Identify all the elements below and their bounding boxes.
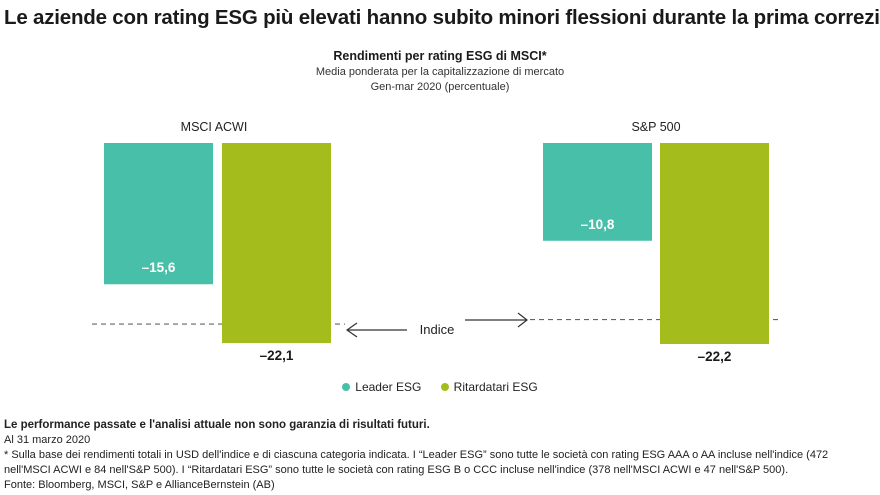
legend-item-laggard: Ritardatari ESG — [440, 380, 538, 394]
legend-swatch-laggard — [440, 382, 449, 391]
index-label: Indice — [420, 322, 455, 337]
group-label: MSCI ACWI — [181, 120, 248, 134]
index-arrow-left-head — [345, 322, 358, 338]
legend-swatch-leader — [342, 382, 351, 391]
source-note: Fonte: Bloomberg, MSCI, S&P e AllianceBe… — [4, 479, 275, 491]
footnotes: Le performance passate e l'analisi attua… — [4, 418, 876, 493]
data-label: –15,6 — [142, 260, 176, 275]
data-label: –10,8 — [581, 217, 615, 232]
data-label: –22,1 — [260, 348, 294, 363]
bar-laggard — [222, 143, 331, 344]
bar-leader — [543, 143, 652, 241]
bar-leader — [104, 143, 213, 285]
chart-subtitle-1: Media ponderata per la capitalizzazione … — [315, 66, 565, 78]
index-arrow-right-head — [517, 312, 528, 328]
legend-item-leader: Leader ESG — [342, 380, 421, 394]
legend-label-leader: Leader ESG — [355, 380, 422, 394]
methodology-note: * Sulla base dei rendimenti totali in US… — [4, 449, 829, 476]
bar-chart: MSCI ACWI –15,6 –22,1 S&P 500 –10,8 –22,2 Indi… — [92, 120, 778, 364]
disclaimer: Le performance passate e l'analisi attua… — [4, 419, 430, 431]
page-title: Le aziende con rating ESG più elevati ha… — [4, 6, 880, 29]
chart-legend: Leader ESG Ritardatari ESG — [0, 380, 880, 394]
legend-label-laggard: Ritardatari ESG — [453, 380, 538, 394]
data-label: –22,2 — [698, 349, 732, 364]
as-of-date: Al 31 marzo 2020 — [4, 434, 91, 446]
bar-laggard — [660, 143, 769, 344]
chart-title: Rendimenti per rating ESG di MSCI* — [333, 49, 547, 63]
group-label: S&P 500 — [631, 120, 680, 134]
chart-subtitle-2: Gen-mar 2020 (percentuale) — [370, 81, 510, 93]
